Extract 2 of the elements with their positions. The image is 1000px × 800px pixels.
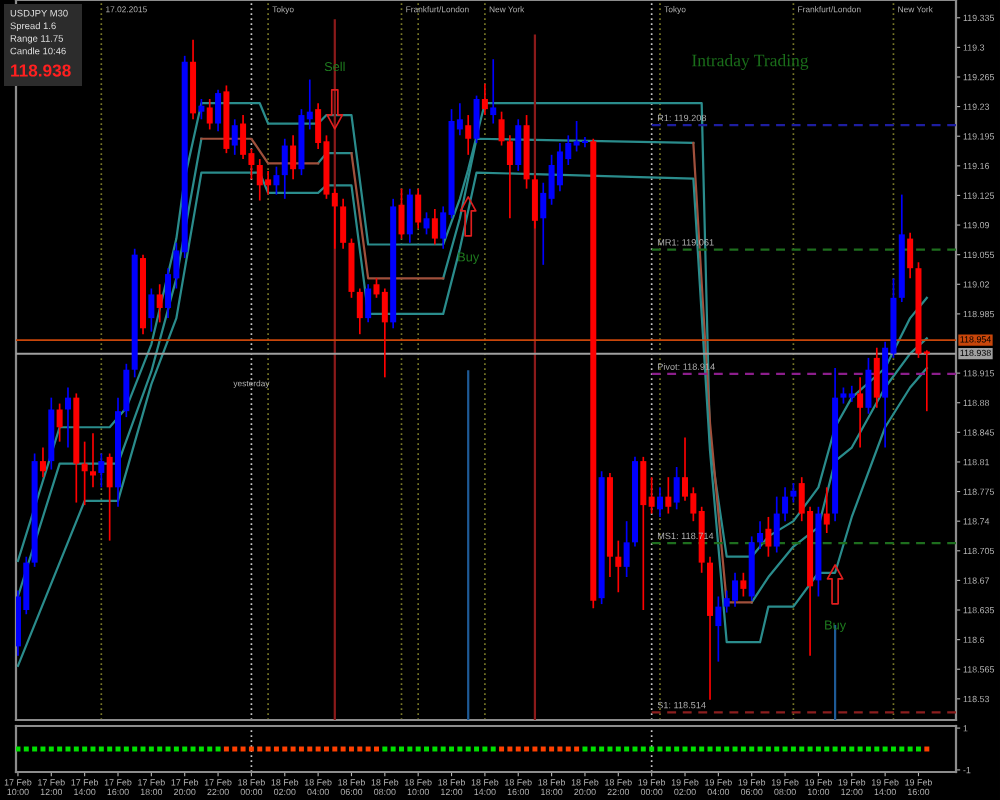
annotation: 118.938 [11, 64, 71, 77]
text: Intraday Trading [692, 54, 809, 70]
